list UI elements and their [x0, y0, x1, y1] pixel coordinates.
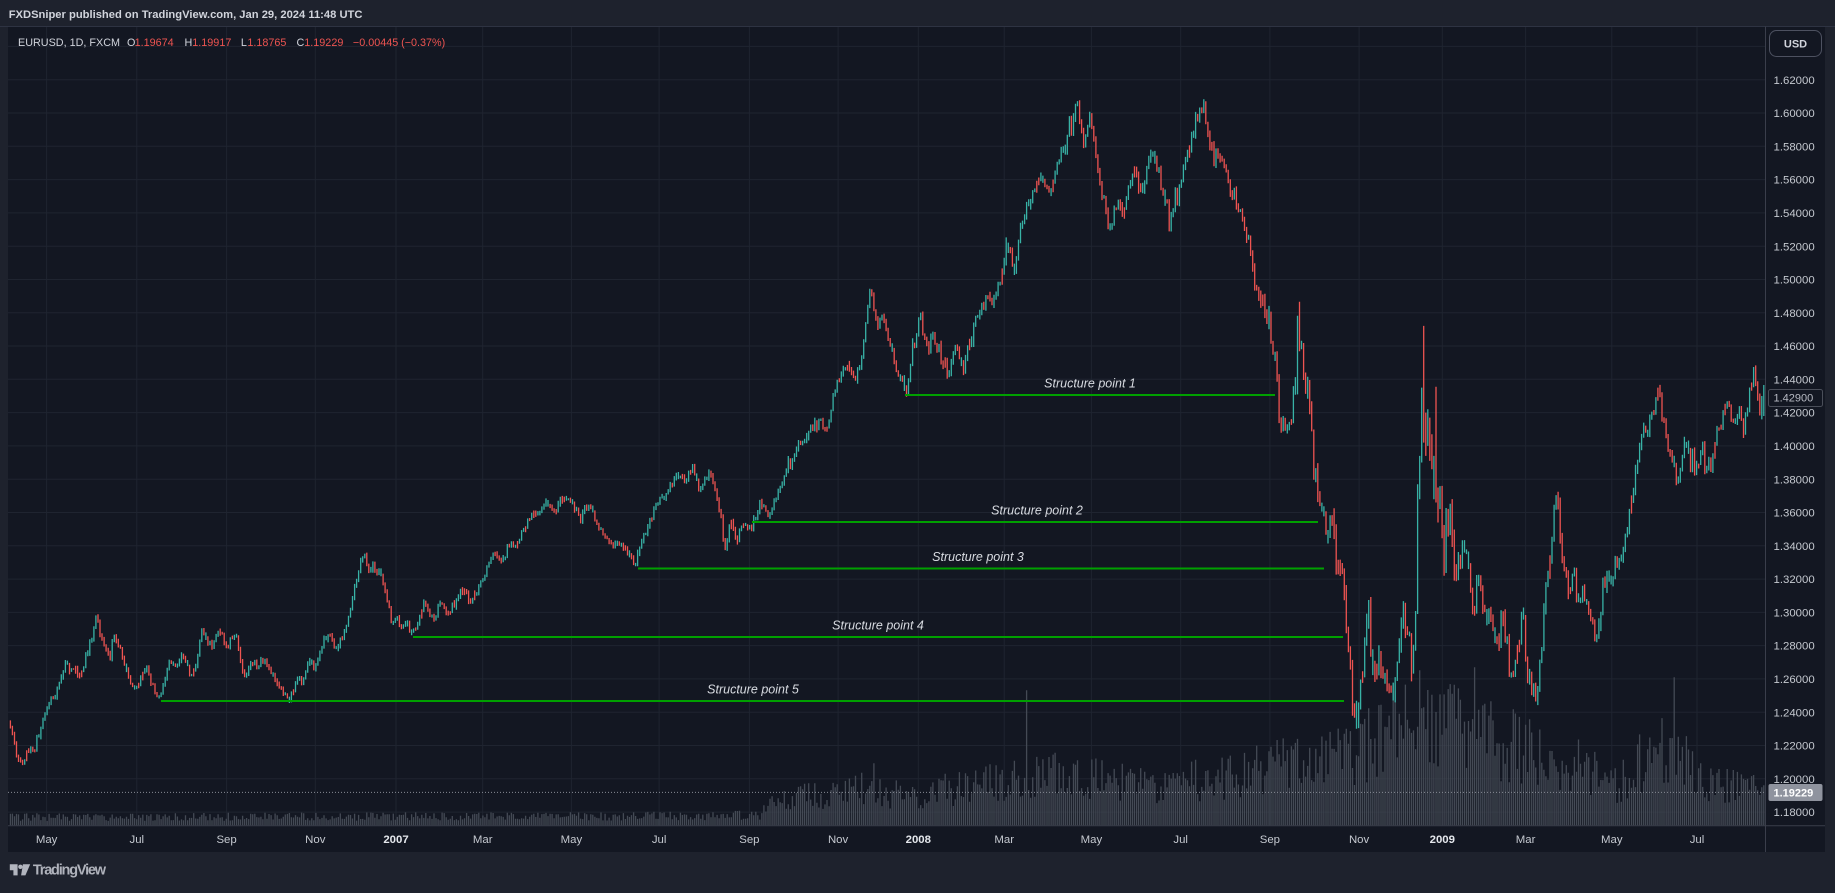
svg-text:USD: USD [1784, 39, 1807, 51]
svg-text:1.20000: 1.20000 [1774, 774, 1815, 786]
svg-text:2008: 2008 [906, 834, 931, 846]
svg-text:1.30000: 1.30000 [1774, 608, 1815, 620]
svg-text:(−0.37%): (−0.37%) [401, 37, 445, 49]
svg-text:C: C [297, 37, 305, 49]
svg-text:1.19674: 1.19674 [135, 37, 174, 49]
svg-text:1.62000: 1.62000 [1774, 75, 1815, 87]
svg-text:May: May [1081, 834, 1103, 846]
svg-text:H: H [185, 37, 193, 49]
svg-text:Jul: Jul [1173, 834, 1188, 846]
svg-text:1.22000: 1.22000 [1774, 741, 1815, 753]
svg-text:Nov: Nov [828, 834, 849, 846]
svg-text:Structure point 4: Structure point 4 [832, 619, 924, 633]
svg-text:1.40000: 1.40000 [1774, 441, 1815, 453]
svg-text:L: L [241, 37, 247, 49]
svg-text:Structure point 3: Structure point 3 [932, 550, 1024, 564]
svg-text:1.19229: 1.19229 [304, 37, 343, 49]
svg-text:1.48000: 1.48000 [1774, 308, 1815, 320]
svg-text:Structure point 1: Structure point 1 [1044, 377, 1136, 391]
svg-text:1.38000: 1.38000 [1774, 474, 1815, 486]
svg-text:1.32000: 1.32000 [1774, 574, 1815, 586]
svg-text:2009: 2009 [1430, 834, 1455, 846]
svg-text:1.19229: 1.19229 [1774, 787, 1814, 799]
svg-text:1.26000: 1.26000 [1774, 674, 1815, 686]
svg-text:1.36000: 1.36000 [1774, 508, 1815, 520]
svg-text:Jul: Jul [652, 834, 667, 846]
svg-text:Nov: Nov [305, 834, 326, 846]
svg-text:1.42900: 1.42900 [1774, 393, 1814, 405]
svg-text:Sep: Sep [1260, 834, 1280, 846]
svg-text:1.28000: 1.28000 [1774, 641, 1815, 653]
svg-text:1.18765: 1.18765 [247, 37, 286, 49]
svg-text:Jul: Jul [1690, 834, 1705, 846]
svg-text:1.50000: 1.50000 [1774, 275, 1815, 287]
svg-text:Structure point 2: Structure point 2 [991, 504, 1083, 518]
svg-text:1.34000: 1.34000 [1774, 541, 1815, 553]
svg-text:Nov: Nov [1349, 834, 1370, 846]
svg-text:1.44000: 1.44000 [1774, 374, 1815, 386]
svg-text:1.58000: 1.58000 [1774, 141, 1815, 153]
svg-text:FXDSniper published on Trading: FXDSniper published on TradingView.com, … [9, 9, 363, 21]
svg-text:Structure point 5: Structure point 5 [707, 683, 799, 697]
svg-text:−0.00445: −0.00445 [353, 37, 398, 49]
svg-text:Sep: Sep [739, 834, 759, 846]
svg-text:May: May [36, 834, 58, 846]
svg-text:1.42000: 1.42000 [1774, 408, 1815, 420]
svg-text:1.46000: 1.46000 [1774, 341, 1815, 353]
svg-text:Jul: Jul [130, 834, 145, 846]
svg-text:1.52000: 1.52000 [1774, 241, 1815, 253]
svg-text:TradingView: TradingView [33, 863, 107, 879]
svg-text:May: May [1601, 834, 1623, 846]
svg-text:1.56000: 1.56000 [1774, 175, 1815, 187]
svg-text:May: May [561, 834, 583, 846]
svg-text:Mar: Mar [473, 834, 493, 846]
svg-text:1.19917: 1.19917 [192, 37, 231, 49]
svg-text:Mar: Mar [1516, 834, 1536, 846]
svg-text:1.18000: 1.18000 [1774, 807, 1815, 819]
svg-text:1.60000: 1.60000 [1774, 108, 1815, 120]
svg-text:Mar: Mar [994, 834, 1014, 846]
svg-text:1.54000: 1.54000 [1774, 208, 1815, 220]
svg-text:EURUSD, 1D, FXCM: EURUSD, 1D, FXCM [18, 37, 120, 49]
svg-text:O: O [127, 37, 135, 49]
svg-text:Sep: Sep [216, 834, 236, 846]
svg-text:1.24000: 1.24000 [1774, 707, 1815, 719]
svg-text:2007: 2007 [383, 834, 408, 846]
